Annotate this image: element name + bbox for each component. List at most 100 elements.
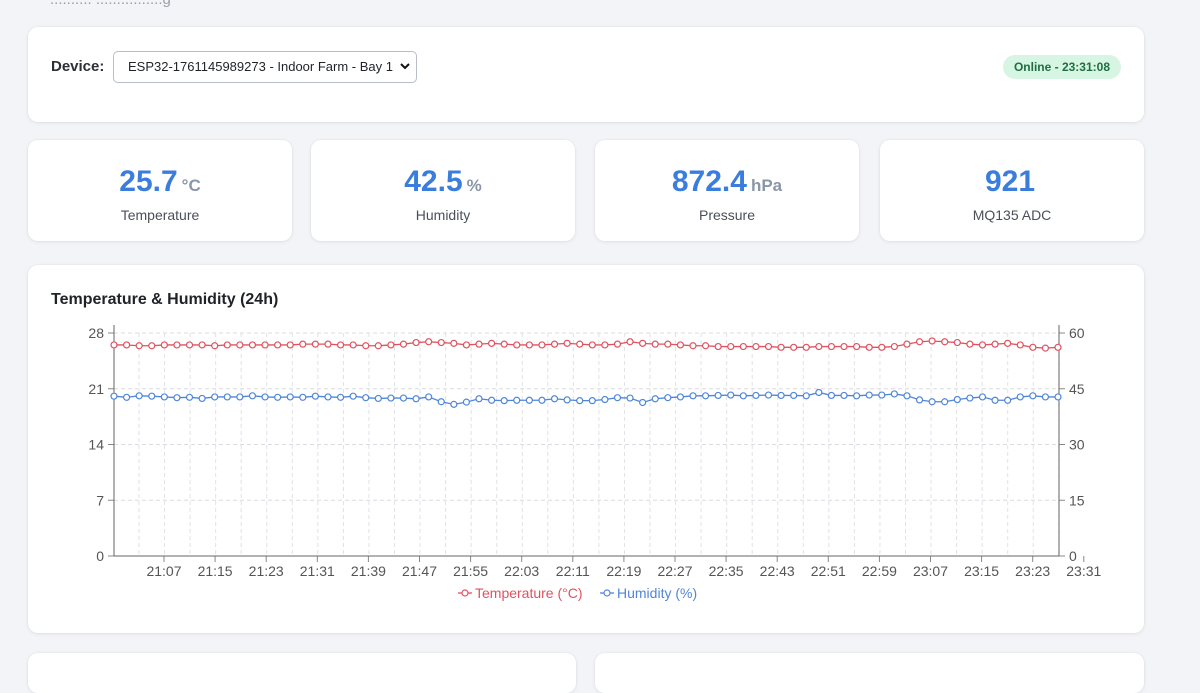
data-point-humidity (525, 396, 533, 404)
metric-card-pressure: 872.4 hPa Pressure (595, 140, 859, 241)
data-point-temperature (110, 341, 118, 349)
data-point-temperature (903, 340, 911, 348)
device-label: Device: (51, 58, 105, 75)
data-point-humidity (915, 396, 924, 404)
x-tick-label: 21:31 (300, 563, 335, 579)
data-point-humidity (462, 398, 471, 406)
bottom-card-left (28, 653, 576, 693)
temperature-humidity-chart: 0 7 14 21 28 0 15 30 45 60 21:07 21:15 21:23 21:31 21:… (88, 325, 1102, 601)
x-tick-label: 21:47 (402, 563, 437, 579)
data-point-temperature (148, 342, 156, 350)
data-point-temperature (1054, 343, 1062, 351)
chart-title: Temperature & Humidity (24h) (51, 291, 279, 308)
data-point-temperature (362, 342, 370, 350)
data-point-temperature (550, 340, 559, 348)
data-point-humidity (122, 393, 131, 401)
data-point-temperature (626, 338, 634, 346)
device-card: Device: ESP32-1761145989273 - Indoor Far… (28, 27, 1144, 122)
data-point-temperature (173, 341, 181, 349)
y-right-tick-label: 0 (1069, 548, 1077, 564)
metric-unit: hPa (750, 176, 783, 195)
data-point-temperature (513, 341, 521, 349)
metric-label: Humidity (415, 207, 471, 223)
data-point-humidity (248, 392, 257, 400)
y-right-tick-label: 60 (1069, 325, 1085, 341)
data-point-humidity (588, 397, 596, 405)
data-point-humidity (374, 394, 382, 403)
y-left-tick-label: 21 (88, 381, 104, 397)
metric-label: MQ135 ADC (972, 207, 1052, 223)
data-point-humidity (362, 394, 370, 402)
data-point-humidity (500, 397, 508, 405)
data-point-humidity (790, 391, 798, 400)
data-point-temperature (185, 341, 194, 349)
status-badge: Online - 23:31:08 (1002, 55, 1121, 79)
data-point-temperature (714, 342, 722, 351)
data-point-humidity (425, 393, 433, 401)
data-point-temperature (664, 340, 672, 348)
x-tick-label: 23:15 (964, 563, 999, 579)
data-point-temperature (1016, 341, 1024, 349)
data-point-temperature (412, 338, 420, 347)
data-point-humidity (563, 396, 571, 404)
data-point-temperature (928, 337, 936, 345)
x-tick-label: 23:23 (1015, 563, 1050, 579)
series-line-humidity (113, 391, 1058, 406)
data-point-temperature (639, 339, 647, 347)
data-point-temperature (311, 340, 319, 348)
data-point-temperature (588, 341, 596, 349)
data-point-temperature (462, 341, 471, 349)
y-left-tick-label: 0 (96, 548, 104, 564)
data-point-humidity (211, 393, 219, 401)
data-point-humidity (538, 396, 546, 404)
data-point-humidity (399, 394, 408, 402)
data-point-humidity (689, 392, 697, 400)
data-point-temperature (336, 341, 345, 349)
data-point-humidity (412, 395, 420, 403)
data-point-temperature (387, 341, 395, 349)
data-point-humidity (173, 394, 181, 402)
data-point-temperature (236, 341, 244, 349)
data-point-humidity (651, 395, 659, 403)
data-point-humidity (1054, 393, 1062, 401)
page-subtitle-clipped: .......... ................g (50, 0, 171, 8)
metric-value: 921 (984, 165, 1036, 198)
data-point-humidity (286, 393, 294, 401)
data-point-humidity (299, 393, 307, 401)
data-point-humidity (991, 396, 999, 404)
data-point-humidity (853, 392, 861, 400)
data-point-temperature (827, 342, 836, 351)
data-point-humidity (802, 392, 810, 400)
data-point-temperature (399, 340, 408, 348)
data-point-temperature (248, 341, 257, 349)
data-point-humidity (764, 391, 773, 399)
device-select[interactable]: ESP32-1761145989273 - Indoor Farm - Bay … (113, 51, 417, 83)
x-tick-label: 23:31 (1066, 563, 1101, 579)
data-point-humidity (336, 393, 345, 401)
x-tick-label: 21:15 (198, 563, 233, 579)
data-point-temperature (576, 340, 584, 348)
y-left-tick-label: 7 (96, 492, 104, 508)
data-point-temperature (651, 340, 659, 348)
legend-label-temperature: Temperature (°C) (475, 585, 583, 601)
data-point-humidity (576, 397, 584, 405)
x-tick-label: 22:03 (504, 563, 539, 579)
data-point-temperature (689, 342, 697, 350)
data-point-temperature (865, 343, 873, 351)
data-point-humidity (311, 392, 319, 400)
data-point-humidity (815, 388, 823, 397)
data-point-temperature (953, 338, 961, 347)
data-point-humidity (148, 392, 156, 400)
x-tick-label: 21:07 (146, 563, 181, 579)
x-tick-label: 22:51 (811, 563, 846, 579)
data-point-temperature (135, 342, 143, 350)
data-point-humidity (185, 393, 194, 401)
x-tick-label: 21:39 (351, 563, 386, 579)
data-point-temperature (840, 342, 848, 351)
data-point-humidity (878, 391, 886, 399)
data-point-temperature (1041, 344, 1050, 352)
data-point-temperature (198, 341, 206, 349)
data-point-temperature (160, 341, 168, 349)
y-left-tick-label: 28 (88, 325, 104, 341)
metric-card-humidity: 42.5% Humidity (311, 140, 575, 241)
